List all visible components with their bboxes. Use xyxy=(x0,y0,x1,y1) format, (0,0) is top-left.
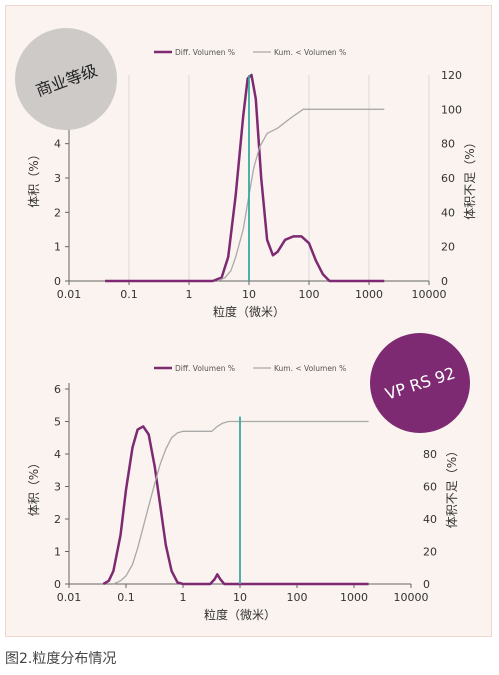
y-tick-label-0: 0 xyxy=(54,578,61,591)
y2-axis-title: 体积不足（%） xyxy=(445,445,459,528)
series-kum-volumen-line xyxy=(113,420,369,585)
x-tick-label-1: 0.1 xyxy=(120,288,138,301)
series-diff-volumen-line xyxy=(102,425,369,586)
y2-tick-label-2: 40 xyxy=(423,513,437,526)
badge-commercial-grade-label: 商业等级 xyxy=(33,60,100,101)
y-tick-label-4: 4 xyxy=(54,448,61,461)
figure-caption: 图2.粒度分布情况 xyxy=(5,651,117,667)
legend-label-1: Kum. < Volumen % xyxy=(274,364,346,373)
y2-tick-label-4: 80 xyxy=(441,138,455,151)
series-diff-volumen-line xyxy=(105,73,385,283)
x-tick-label-2: 1 xyxy=(186,288,193,301)
y2-tick-label-1: 20 xyxy=(423,546,437,559)
legend-label-0: Diff. Volumen % xyxy=(175,48,235,57)
chart-commercial-grade: 0.010.1110100100010000012345020406080100… xyxy=(27,48,477,319)
y-tick-label-2: 2 xyxy=(54,206,61,219)
y-tick-label-4: 4 xyxy=(54,138,61,151)
y-tick-label-5: 5 xyxy=(54,416,61,429)
y-axis-title: 体积（%） xyxy=(27,457,41,516)
y2-tick-label-1: 20 xyxy=(441,241,455,254)
y-tick-label-3: 3 xyxy=(54,172,61,185)
x-tick-label-6: 10000 xyxy=(412,288,447,301)
y2-tick-label-6: 120 xyxy=(441,69,462,82)
y-tick-label-1: 1 xyxy=(54,241,61,254)
y2-tick-label-5: 100 xyxy=(441,103,462,116)
legend-label-0: Diff. Volumen % xyxy=(175,364,235,373)
x-tick-label-0: 0.01 xyxy=(57,288,82,301)
y2-tick-label-0: 0 xyxy=(441,275,448,288)
x-tick-label-0: 0.01 xyxy=(57,591,82,604)
x-tick-label-3: 10 xyxy=(233,591,247,604)
y-tick-label-1: 1 xyxy=(54,546,61,559)
legend-label-1: Kum. < Volumen % xyxy=(274,48,346,57)
chart-vp-rs-92: 0.010.1110100100010000012345602040608010… xyxy=(27,364,459,622)
y2-tick-label-2: 40 xyxy=(441,206,455,219)
y-tick-label-3: 3 xyxy=(54,481,61,494)
badge-commercial-grade: 商业等级 xyxy=(15,28,117,130)
figure-panel: 0.010.1110100100010000012345020406080100… xyxy=(5,5,492,637)
y2-tick-label-0: 0 xyxy=(423,578,430,591)
series-kum-volumen-line xyxy=(217,108,385,282)
x-tick-label-4: 100 xyxy=(287,591,308,604)
y-axis-title: 体积（%） xyxy=(27,148,41,207)
x-tick-label-1: 0.1 xyxy=(117,591,135,604)
y2-axis-title: 体积不足（%） xyxy=(463,136,477,219)
x-tick-label-5: 1000 xyxy=(340,591,368,604)
x-tick-label-3: 10 xyxy=(242,288,256,301)
x-tick-label-2: 1 xyxy=(180,591,187,604)
badge-vp-rs-92-label: VP RS 92 xyxy=(382,362,458,404)
badge-vp-rs-92: VP RS 92 xyxy=(370,333,470,433)
y2-tick-label-3: 60 xyxy=(441,172,455,185)
y-tick-label-2: 2 xyxy=(54,513,61,526)
y-tick-label-6: 6 xyxy=(54,383,61,396)
y2-tick-label-4: 80 xyxy=(423,448,437,461)
x-tick-label-6: 10000 xyxy=(394,591,429,604)
x-tick-label-4: 100 xyxy=(299,288,320,301)
y-tick-label-0: 0 xyxy=(54,275,61,288)
x-axis-title: 粒度（微米） xyxy=(204,607,276,622)
y2-tick-label-3: 60 xyxy=(423,481,437,494)
x-axis-title: 粒度（微米） xyxy=(213,304,285,319)
x-tick-label-5: 1000 xyxy=(355,288,383,301)
